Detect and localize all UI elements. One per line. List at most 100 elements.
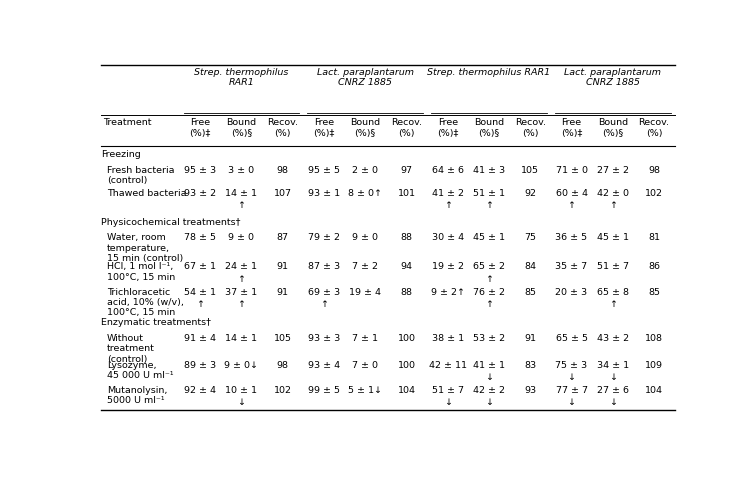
- Text: 9 ± 0↓: 9 ± 0↓: [225, 360, 258, 369]
- Text: 92 ± 4: 92 ± 4: [184, 385, 216, 394]
- Text: 98: 98: [276, 360, 288, 369]
- Text: 101: 101: [397, 188, 415, 197]
- Text: ↑: ↑: [444, 201, 451, 210]
- Text: 75 ± 3: 75 ± 3: [556, 360, 587, 369]
- Text: Freezing: Freezing: [101, 150, 140, 159]
- Text: 85: 85: [524, 287, 536, 296]
- Text: Lysozyme,
45 000 U ml⁻¹: Lysozyme, 45 000 U ml⁻¹: [107, 360, 173, 380]
- Text: 93 ± 4: 93 ± 4: [308, 360, 340, 369]
- Text: 7 ± 1: 7 ± 1: [352, 333, 379, 342]
- Text: 93: 93: [524, 385, 536, 394]
- Text: ↓: ↓: [609, 398, 617, 407]
- Text: Trichloracetic
acid, 10% (w/v),
100°C, 15 min: Trichloracetic acid, 10% (w/v), 100°C, 1…: [107, 287, 183, 317]
- Text: ↓: ↓: [485, 373, 493, 382]
- Text: Bound
(%)§: Bound (%)§: [350, 118, 380, 137]
- Text: 75: 75: [524, 233, 536, 242]
- Text: 98: 98: [648, 165, 660, 174]
- Text: Recov.
(%): Recov. (%): [391, 118, 422, 137]
- Text: 78 ± 5: 78 ± 5: [184, 233, 216, 242]
- Text: ↑: ↑: [609, 201, 617, 210]
- Text: 41 ± 3: 41 ± 3: [473, 165, 505, 174]
- Text: ↑: ↑: [237, 201, 246, 210]
- Text: 71 ± 0: 71 ± 0: [556, 165, 587, 174]
- Text: 45 ± 1: 45 ± 1: [473, 233, 505, 242]
- Text: 87 ± 3: 87 ± 3: [308, 262, 340, 271]
- Text: 86: 86: [648, 262, 660, 271]
- Text: Bound
(%)§: Bound (%)§: [226, 118, 256, 137]
- Text: 65 ± 2: 65 ± 2: [473, 262, 505, 271]
- Text: 65 ± 5: 65 ± 5: [556, 333, 587, 342]
- Text: Lact. paraplantarum
CNRZ 1885: Lact. paraplantarum CNRZ 1885: [317, 68, 414, 87]
- Text: 42 ± 0: 42 ± 0: [597, 188, 629, 197]
- Text: 104: 104: [645, 385, 663, 394]
- Text: 95 ± 3: 95 ± 3: [184, 165, 216, 174]
- Text: 105: 105: [521, 165, 539, 174]
- Text: Water, room
temperature,
15 min (control): Water, room temperature, 15 min (control…: [107, 233, 183, 263]
- Text: 38 ± 1: 38 ± 1: [432, 333, 464, 342]
- Text: ↑: ↑: [237, 274, 246, 283]
- Text: Without
treatment
(control): Without treatment (control): [107, 333, 155, 363]
- Text: 94: 94: [400, 262, 412, 271]
- Text: ↑: ↑: [485, 274, 493, 283]
- Text: 65 ± 8: 65 ± 8: [597, 287, 629, 296]
- Text: ↑: ↑: [196, 299, 204, 308]
- Text: 41 ± 1: 41 ± 1: [473, 360, 505, 369]
- Text: 108: 108: [645, 333, 663, 342]
- Text: Recov.
(%): Recov. (%): [638, 118, 670, 137]
- Text: 95 ± 5: 95 ± 5: [308, 165, 340, 174]
- Text: 42 ± 2: 42 ± 2: [473, 385, 505, 394]
- Text: Physicochemical treatments†: Physicochemical treatments†: [101, 217, 240, 226]
- Text: Enzymatic treatments†: Enzymatic treatments†: [101, 318, 211, 327]
- Text: 93 ± 3: 93 ± 3: [308, 333, 340, 342]
- Text: 109: 109: [645, 360, 663, 369]
- Text: 79 ± 2: 79 ± 2: [308, 233, 340, 242]
- Text: 54 ± 1: 54 ± 1: [184, 287, 216, 296]
- Text: 93 ± 2: 93 ± 2: [184, 188, 216, 197]
- Text: 60 ± 4: 60 ± 4: [556, 188, 587, 197]
- Text: 53 ± 2: 53 ± 2: [473, 333, 505, 342]
- Text: 36 ± 5: 36 ± 5: [556, 233, 587, 242]
- Text: 92: 92: [524, 188, 536, 197]
- Text: 77 ± 7: 77 ± 7: [556, 385, 587, 394]
- Text: 99 ± 5: 99 ± 5: [308, 385, 340, 394]
- Text: Strep. thermophilus
RAR1: Strep. thermophilus RAR1: [195, 68, 288, 87]
- Text: Strep. thermophilus RAR1: Strep. thermophilus RAR1: [427, 68, 550, 77]
- Text: 85: 85: [648, 287, 660, 296]
- Text: 9 ± 0: 9 ± 0: [228, 233, 255, 242]
- Text: 51 ± 7: 51 ± 7: [432, 385, 463, 394]
- Text: 91: 91: [276, 262, 288, 271]
- Text: ↓: ↓: [444, 398, 451, 407]
- Text: Free
(%)‡: Free (%)‡: [561, 118, 582, 137]
- Text: 83: 83: [524, 360, 536, 369]
- Text: 37 ± 1: 37 ± 1: [225, 287, 258, 296]
- Text: 91 ± 4: 91 ± 4: [184, 333, 216, 342]
- Text: Mutanolysin,
5000 U ml⁻¹: Mutanolysin, 5000 U ml⁻¹: [107, 385, 167, 405]
- Text: ↓: ↓: [568, 373, 575, 382]
- Text: Treatment: Treatment: [103, 118, 151, 127]
- Text: Bound
(%)§: Bound (%)§: [474, 118, 504, 137]
- Text: 41 ± 2: 41 ± 2: [432, 188, 463, 197]
- Text: 30 ± 4: 30 ± 4: [432, 233, 464, 242]
- Text: 91: 91: [524, 333, 536, 342]
- Text: 100: 100: [397, 333, 415, 342]
- Text: 105: 105: [273, 333, 291, 342]
- Text: Fresh bacteria
(control): Fresh bacteria (control): [107, 165, 174, 185]
- Text: Recov.
(%): Recov. (%): [267, 118, 298, 137]
- Text: 5 ± 1↓: 5 ± 1↓: [348, 385, 382, 394]
- Text: 88: 88: [400, 287, 412, 296]
- Text: 7 ± 0: 7 ± 0: [352, 360, 379, 369]
- Text: 7 ± 2: 7 ± 2: [352, 262, 379, 271]
- Text: ↓: ↓: [485, 398, 493, 407]
- Text: ↓: ↓: [609, 373, 617, 382]
- Text: 27 ± 2: 27 ± 2: [597, 165, 629, 174]
- Text: 43 ± 2: 43 ± 2: [597, 333, 629, 342]
- Text: 19 ± 2: 19 ± 2: [432, 262, 463, 271]
- Text: 2 ± 0: 2 ± 0: [352, 165, 379, 174]
- Text: 104: 104: [397, 385, 415, 394]
- Text: 76 ± 2: 76 ± 2: [473, 287, 505, 296]
- Text: 84: 84: [524, 262, 536, 271]
- Text: 20 ± 3: 20 ± 3: [556, 287, 587, 296]
- Text: 69 ± 3: 69 ± 3: [308, 287, 340, 296]
- Text: 8 ± 0↑: 8 ± 0↑: [348, 188, 382, 197]
- Text: 89 ± 3: 89 ± 3: [184, 360, 216, 369]
